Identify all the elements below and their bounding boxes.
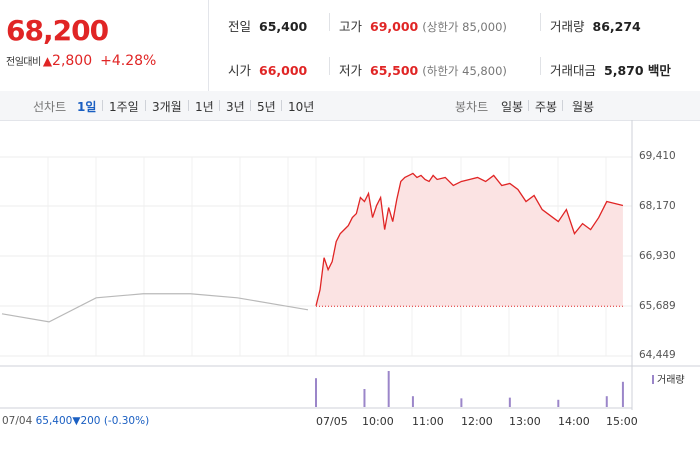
volume-legend-label: 거래량: [657, 375, 685, 386]
stat-label: 거래량: [550, 19, 585, 34]
stat-value: 65,400: [259, 19, 308, 34]
x-tick-label: 15:00: [606, 415, 638, 428]
line-chart-label: 선차트: [33, 100, 67, 114]
y-tick-label: 66,930: [639, 250, 676, 262]
stat-low: 저가 65,500 (하한가 45,800): [339, 60, 507, 79]
up-arrow-icon: ▲: [42, 54, 53, 68]
change-amount: 2,800: [52, 53, 93, 69]
period-1w-tab[interactable]: 1주일: [109, 100, 139, 114]
prev-day-summary: 07/04 65,400▼200 (-0.30%): [2, 415, 149, 427]
divider: [329, 57, 330, 75]
current-price: 68,200: [6, 14, 109, 47]
divider: [145, 100, 146, 111]
divider: [250, 100, 251, 111]
candle-monthly-tab[interactable]: 월봉: [572, 100, 595, 114]
x-tick-label: 11:00: [412, 415, 444, 428]
stat-value: 5,870 백만: [604, 63, 671, 78]
stat-label: 저가: [339, 63, 363, 78]
prev-day-line: [1, 293, 309, 323]
stat-label: 거래대금: [550, 63, 597, 78]
volume-bar: [557, 399, 560, 407]
volume-bar: [621, 381, 624, 407]
divider: [188, 100, 189, 111]
x-tick-label: 12:00: [461, 415, 493, 428]
period-5y-tab[interactable]: 5년: [257, 100, 276, 114]
candle-daily-tab[interactable]: 일봉: [501, 100, 524, 114]
stat-value: 66,000: [259, 63, 308, 78]
price-box: 68,200 전일대비 ▲2,800 +4.28%: [0, 0, 209, 91]
period-1y-tab[interactable]: 1년: [195, 100, 214, 114]
divider: [540, 57, 541, 75]
stat-value: 65,500: [370, 63, 419, 78]
stat-sub: (하한가 45,800): [422, 64, 507, 78]
divider: [329, 13, 330, 31]
stat-high: 고가 69,000 (상한가 85,000): [339, 16, 507, 35]
stat-label: 전일: [228, 19, 252, 34]
divider: [540, 13, 541, 31]
divider: [562, 100, 563, 111]
x-tick-label: 13:00: [509, 415, 541, 428]
stat-value: 69,000: [370, 19, 419, 34]
down-arrow-icon: ▼: [72, 415, 81, 427]
change-percent: +4.28%: [100, 53, 157, 69]
stat-amount: 거래대금 5,870 백만: [550, 60, 671, 79]
volume-bar: [508, 397, 511, 407]
divider: [219, 100, 220, 111]
divider: [528, 100, 529, 111]
volume-bar: [605, 396, 608, 407]
period-3m-tab[interactable]: 3개월: [152, 100, 182, 114]
price-change: 전일대비 ▲2,800 +4.28%: [6, 53, 156, 69]
y-tick-label: 69,410: [639, 150, 676, 162]
divider: [102, 100, 103, 111]
volume-bar: [363, 389, 366, 407]
candle-weekly-tab[interactable]: 주봉: [535, 100, 558, 114]
prev-date: 07/04: [2, 415, 33, 427]
volume-bar: [315, 378, 317, 407]
period-3y-tab[interactable]: 3년: [226, 100, 245, 114]
volume-bar: [387, 371, 390, 407]
period-10y-tab[interactable]: 10년: [288, 100, 315, 114]
stat-prev-close: 전일 65,400: [228, 16, 307, 35]
stat-value: 86,274: [592, 19, 641, 34]
y-tick-label: 64,449: [639, 349, 676, 361]
stat-volume: 거래량 86,274: [550, 16, 641, 35]
x-tick-label: 10:00: [362, 415, 394, 428]
volume-bar: [460, 398, 463, 407]
x-tick-label: 07/05: [316, 415, 348, 428]
volume-bar: [411, 396, 414, 407]
stat-label: 시가: [228, 63, 252, 78]
stat-sub: (상한가 85,000): [422, 20, 507, 34]
divider: [281, 100, 282, 111]
y-tick-label: 65,689: [639, 300, 676, 312]
prev-change: 200: [80, 415, 101, 427]
chart-toolbar: 선차트 1일 1주일 3개월 1년 3년 5년 10년 봉차트 일봉 주봉 월봉: [0, 91, 700, 121]
change-label: 전일대비: [6, 57, 41, 68]
stat-open: 시가 66,000: [228, 60, 307, 79]
prev-close: 65,400: [35, 415, 73, 427]
volume-swatch: [652, 375, 654, 384]
y-tick-label: 68,170: [639, 200, 676, 212]
price-line: [315, 172, 624, 306]
prev-change-pct: (-0.30%): [103, 415, 150, 427]
volume-legend: 거래량: [652, 371, 685, 386]
price-area: [316, 173, 623, 307]
period-1d-tab[interactable]: 1일: [77, 100, 97, 114]
candle-chart-label: 봉차트: [455, 100, 489, 114]
price-chart[interactable]: [0, 120, 700, 450]
x-tick-label: 14:00: [558, 415, 590, 428]
stat-label: 고가: [339, 19, 363, 34]
quote-header: 68,200 전일대비 ▲2,800 +4.28% 전일 65,400 고가 69,00…: [0, 0, 700, 92]
